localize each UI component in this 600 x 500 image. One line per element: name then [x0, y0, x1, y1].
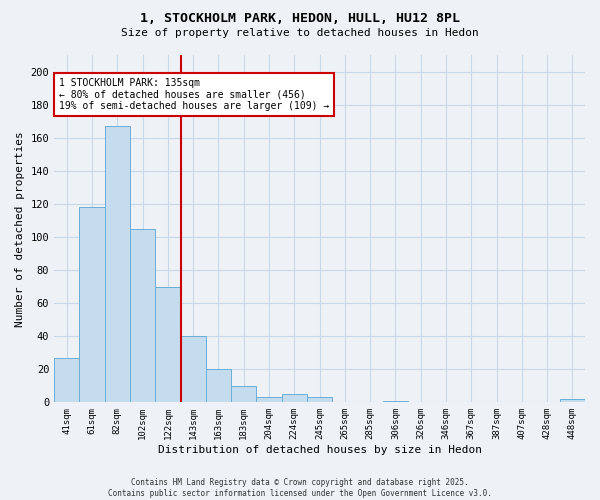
Bar — [54, 358, 79, 403]
Bar — [79, 207, 105, 402]
Bar — [307, 398, 332, 402]
Y-axis label: Number of detached properties: Number of detached properties — [15, 131, 25, 326]
Bar — [130, 228, 155, 402]
Bar — [231, 386, 256, 402]
X-axis label: Distribution of detached houses by size in Hedon: Distribution of detached houses by size … — [158, 445, 482, 455]
Bar — [155, 286, 181, 403]
Bar — [256, 398, 281, 402]
Bar — [281, 394, 307, 402]
Text: 1 STOCKHOLM PARK: 135sqm
← 80% of detached houses are smaller (456)
19% of semi-: 1 STOCKHOLM PARK: 135sqm ← 80% of detach… — [59, 78, 329, 112]
Bar — [105, 126, 130, 402]
Text: Size of property relative to detached houses in Hedon: Size of property relative to detached ho… — [121, 28, 479, 38]
Text: Contains HM Land Registry data © Crown copyright and database right 2025.
Contai: Contains HM Land Registry data © Crown c… — [108, 478, 492, 498]
Bar — [181, 336, 206, 402]
Bar — [206, 370, 231, 402]
Text: 1, STOCKHOLM PARK, HEDON, HULL, HU12 8PL: 1, STOCKHOLM PARK, HEDON, HULL, HU12 8PL — [140, 12, 460, 26]
Bar — [383, 400, 408, 402]
Bar — [560, 399, 585, 402]
